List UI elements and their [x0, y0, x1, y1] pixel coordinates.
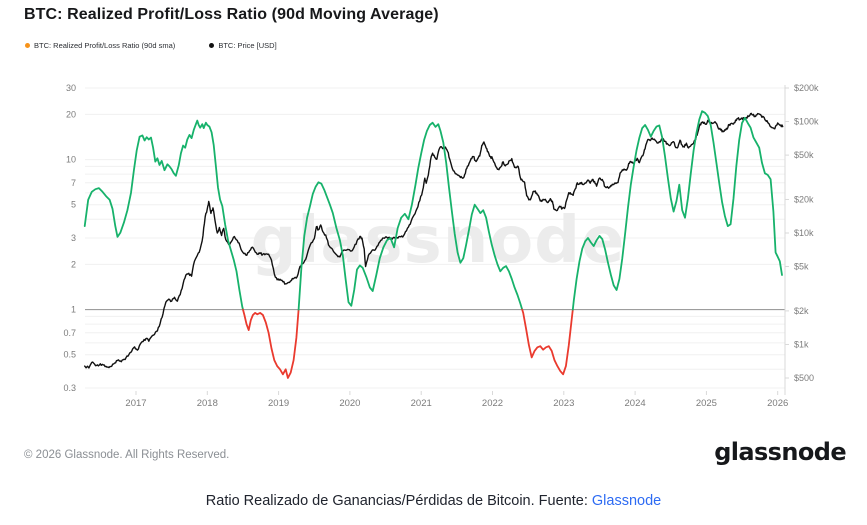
svg-text:$10k: $10k: [794, 228, 814, 238]
svg-text:10: 10: [66, 155, 76, 165]
svg-text:2025: 2025: [696, 398, 717, 409]
svg-text:$200k: $200k: [794, 83, 819, 93]
svg-text:2017: 2017: [125, 398, 146, 409]
svg-text:5: 5: [71, 200, 76, 210]
svg-text:20: 20: [66, 109, 76, 119]
svg-text:0.7: 0.7: [63, 328, 76, 338]
svg-text:30: 30: [66, 83, 76, 93]
svg-text:2: 2: [71, 259, 76, 269]
svg-text:glassnode: glassnode: [251, 204, 626, 278]
svg-text:3: 3: [71, 233, 76, 243]
svg-text:2023: 2023: [553, 398, 574, 409]
chart-area[interactable]: glassnode $200k $100k $50k $20k $10k $5k $2k $1k…: [0, 0, 867, 430]
svg-text:2022: 2022: [482, 398, 503, 409]
svg-text:2018: 2018: [197, 398, 218, 409]
svg-text:7: 7: [71, 178, 76, 188]
svg-text:2026: 2026: [767, 398, 788, 409]
chart-legend: BTC: Realized Profit/Loss Ratio (90d sma…: [25, 41, 311, 50]
price-legend-label: BTC: Price [USD]: [218, 41, 277, 50]
caption-source-link[interactable]: Glassnode: [591, 493, 662, 509]
ratio-legend-label: BTC: Realized Profit/Loss Ratio (90d sma…: [34, 41, 176, 50]
svg-text:0.3: 0.3: [63, 383, 76, 393]
ratio-legend-dot-icon: [25, 43, 30, 48]
svg-text:2024: 2024: [625, 398, 646, 409]
svg-text:$1k: $1k: [794, 339, 809, 349]
svg-text:$2k: $2k: [794, 306, 809, 316]
caption-text: Ratio Realizado de Ganancias/Pérdidas de…: [205, 493, 592, 509]
svg-text:$500: $500: [794, 373, 814, 383]
price-legend-dot-icon: [209, 43, 215, 48]
svg-text:1: 1: [71, 305, 76, 315]
page-title: BTC: Realized Profit/Loss Ratio (90d Mov…: [24, 6, 439, 23]
chart-canvas[interactable]: glassnode $200k $100k $50k $20k $10k $5k $2k $1k…: [0, 0, 867, 430]
svg-text:$5k: $5k: [794, 262, 809, 272]
svg-text:2019: 2019: [268, 398, 289, 409]
svg-text:2020: 2020: [339, 398, 360, 409]
copyright-text: © 2026 Glassnode. All Rights Reserved.: [24, 449, 230, 461]
svg-text:$20k: $20k: [794, 194, 814, 204]
legend-item-ratio[interactable]: BTC: Realized Profit/Loss Ratio (90d sma…: [25, 41, 175, 50]
svg-text:$100k: $100k: [794, 117, 819, 127]
caption: Ratio Realizado de Ganancias/Pérdidas de…: [0, 493, 867, 509]
svg-text:0.5: 0.5: [63, 350, 76, 360]
svg-text:$50k: $50k: [794, 150, 814, 160]
glassnode-logo[interactable]: glassnode: [714, 438, 846, 466]
svg-text:2021: 2021: [411, 398, 432, 409]
legend-item-price[interactable]: BTC: Price [USD]: [209, 41, 277, 50]
